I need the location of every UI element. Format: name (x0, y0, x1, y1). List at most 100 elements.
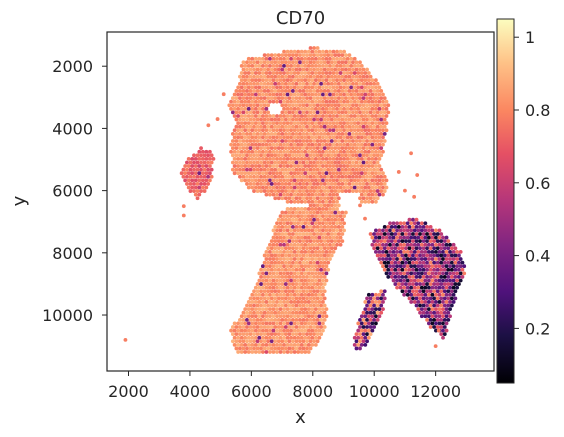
data-point (338, 128, 343, 133)
data-point (273, 89, 278, 93)
data-point (273, 289, 278, 294)
data-point (308, 217, 313, 222)
data-point (374, 171, 378, 176)
data-point (368, 167, 373, 172)
data-point (280, 260, 285, 265)
data-point (291, 346, 295, 351)
data-point (343, 96, 348, 100)
data-point (291, 131, 295, 136)
data-point (278, 235, 283, 240)
data-point (315, 167, 320, 172)
data-point (250, 56, 255, 61)
data-point (313, 78, 318, 83)
data-point (358, 182, 362, 186)
data-point (193, 171, 198, 176)
data-point (183, 178, 188, 183)
data-point (301, 303, 306, 308)
data-point (271, 257, 276, 261)
data-point (271, 85, 276, 90)
data-point (306, 149, 311, 154)
data-point (264, 85, 269, 90)
data-point (289, 156, 294, 161)
data-point (313, 335, 318, 340)
data-point (324, 221, 329, 226)
data-point (351, 167, 355, 172)
data-point (366, 321, 371, 326)
data-point (312, 260, 316, 265)
data-point (391, 235, 396, 240)
data-point (271, 192, 276, 197)
data-point (359, 149, 364, 154)
data-point (245, 103, 249, 108)
data-point (315, 239, 320, 244)
data-point (381, 178, 385, 183)
data-point (407, 224, 412, 229)
data-point (190, 171, 195, 176)
data-point (372, 232, 377, 236)
data-point (419, 235, 424, 240)
data-point (324, 128, 329, 133)
data-point (287, 296, 292, 301)
data-point (255, 317, 260, 322)
data-point (298, 289, 302, 294)
data-point (278, 171, 283, 176)
data-point (313, 300, 318, 304)
data-point (335, 71, 339, 75)
data-point (271, 78, 276, 83)
data-point (455, 249, 460, 254)
data-point (365, 167, 369, 172)
data-point (336, 53, 341, 58)
data-point (232, 142, 237, 147)
data-point (426, 285, 431, 290)
data-point (398, 278, 403, 283)
data-point (354, 110, 359, 115)
data-point (291, 217, 295, 222)
data-point (245, 346, 249, 351)
data-point (326, 196, 331, 201)
data-point (283, 117, 288, 122)
data-point (276, 153, 281, 158)
data-point (442, 282, 447, 286)
data-point (351, 74, 355, 79)
data-point (435, 303, 440, 308)
data-point (312, 196, 316, 201)
data-point (303, 321, 308, 326)
data-point (305, 310, 309, 315)
data-point (230, 339, 235, 344)
data-point (372, 110, 377, 115)
data-point (291, 74, 295, 79)
data-point (317, 135, 322, 140)
data-point (321, 314, 325, 319)
data-point (400, 267, 405, 272)
data-point (280, 182, 285, 186)
data-point (352, 56, 357, 61)
data-point (266, 246, 271, 251)
data-point (248, 153, 253, 158)
data-point (310, 264, 315, 269)
data-point (428, 224, 433, 229)
data-point (402, 249, 407, 254)
data-point (306, 199, 311, 204)
data-point (280, 174, 285, 179)
data-point (405, 278, 410, 283)
data-point (303, 264, 308, 269)
data-point (375, 303, 380, 308)
data-point (426, 278, 431, 283)
data-point (425, 296, 430, 301)
data-point (343, 160, 348, 165)
data-point (315, 217, 320, 222)
data-point (310, 49, 315, 54)
data-point (257, 285, 262, 290)
data-point (308, 139, 313, 143)
data-point (229, 149, 233, 154)
data-point (308, 131, 313, 136)
data-point (255, 346, 260, 351)
data-point (310, 314, 315, 319)
data-point (354, 167, 359, 172)
data-point (361, 167, 366, 172)
data-point (239, 78, 244, 83)
data-point (271, 328, 276, 333)
data-point (386, 110, 391, 115)
data-point (312, 146, 316, 151)
data-point (266, 310, 271, 315)
